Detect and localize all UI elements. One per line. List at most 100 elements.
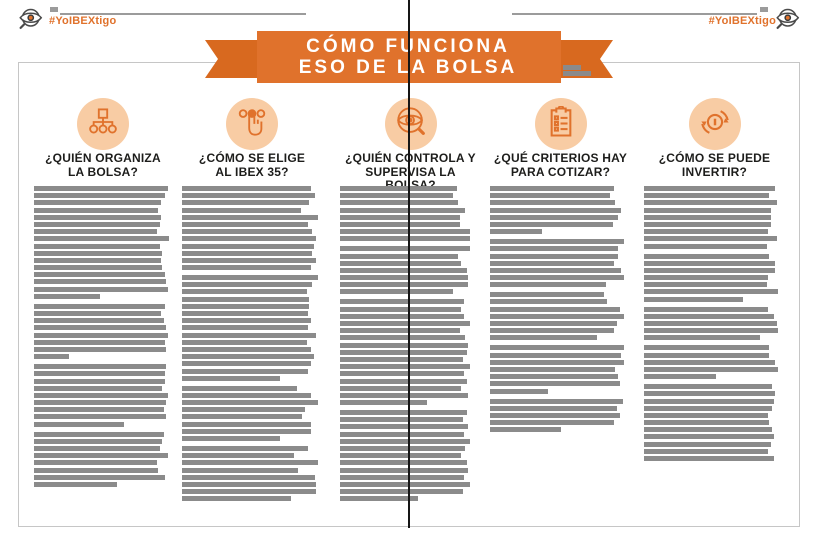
text-line-placeholder [34, 236, 170, 242]
text-line-placeholder [34, 385, 163, 391]
text-line-placeholder [490, 335, 598, 341]
text-line-placeholder [340, 410, 467, 416]
text-line-placeholder [34, 200, 161, 206]
paragraph-placeholder [182, 275, 322, 381]
hashtag-left: #YoIBEXtigo [49, 15, 117, 27]
text-line-placeholder [340, 417, 463, 423]
text-line-placeholder [490, 366, 616, 372]
text-line-placeholder [182, 453, 294, 459]
text-line-placeholder [34, 460, 157, 466]
paragraph-placeholder [644, 345, 785, 380]
text-line-placeholder [644, 328, 778, 334]
column-body-placeholder [34, 186, 172, 492]
text-line-placeholder [34, 311, 161, 316]
text-line-placeholder [490, 221, 613, 227]
text-line-placeholder [490, 193, 610, 199]
text-line-placeholder [34, 474, 166, 480]
text-line-placeholder [490, 260, 615, 266]
text-line-placeholder [34, 221, 160, 227]
text-line-placeholder [644, 352, 770, 358]
text-line-placeholder [34, 431, 164, 437]
column-heading: ¿QUIÉN ORGANIZA LA BOLSA? [45, 151, 161, 179]
text-line-placeholder [490, 405, 617, 411]
text-line-placeholder [34, 293, 101, 299]
text-line-placeholder [644, 313, 774, 319]
org-chart-icon [88, 107, 118, 141]
info-column: ¿QUIÉN ORGANIZA LA BOLSA? [34, 98, 172, 492]
text-line-placeholder [182, 474, 315, 480]
text-line-placeholder [644, 200, 777, 206]
ribbon-credit-bar [563, 65, 581, 70]
text-line-placeholder [34, 332, 168, 338]
text-line-placeholder [644, 456, 774, 461]
text-line-placeholder [34, 354, 69, 360]
text-line-placeholder [490, 275, 624, 281]
text-line-placeholder [34, 250, 163, 256]
info-column: ¿QUÉ CRITERIOS HAY PARA COTIZAR? [490, 98, 631, 437]
column-heading: ¿QUÉ CRITERIOS HAY PARA COTIZAR? [494, 151, 627, 179]
text-line-placeholder [490, 345, 624, 351]
text-line-placeholder [644, 345, 770, 351]
text-line-placeholder [182, 236, 317, 242]
paragraph-placeholder [644, 186, 785, 249]
text-line-placeholder [644, 260, 776, 266]
text-line-placeholder [34, 286, 168, 292]
text-line-placeholder [340, 446, 466, 451]
text-line-placeholder [182, 375, 280, 381]
text-line-placeholder [182, 250, 313, 256]
info-column: ¿QUIÉN CONTROLA Y SUPERVISA LA BOLSA? [340, 98, 481, 506]
text-line-placeholder [490, 186, 615, 191]
text-line-placeholder [182, 207, 301, 213]
text-line-placeholder [182, 446, 308, 451]
column-icon-circle [688, 98, 741, 150]
paragraph-placeholder [182, 186, 322, 271]
text-line-placeholder [340, 342, 469, 348]
text-line-placeholder [340, 335, 466, 341]
text-line-placeholder [644, 398, 774, 404]
paragraph-placeholder [490, 398, 631, 433]
text-line-placeholder [34, 453, 168, 459]
text-line-placeholder [182, 332, 317, 338]
text-line-placeholder [340, 460, 467, 466]
text-line-placeholder [340, 378, 467, 384]
column-heading-line1: ¿QUIÉN ORGANIZA [45, 151, 161, 165]
paragraph-placeholder [490, 239, 631, 288]
text-line-placeholder [340, 306, 462, 312]
text-line-placeholder [490, 388, 548, 394]
text-line-placeholder [340, 229, 470, 235]
column-heading-line1: ¿QUIÉN CONTROLA Y [345, 151, 476, 165]
column-heading-line2: LA BOLSA? [67, 164, 138, 179]
text-line-placeholder [340, 267, 467, 273]
text-line-placeholder [644, 441, 771, 447]
text-line-placeholder [34, 467, 159, 473]
text-line-placeholder [182, 481, 317, 487]
text-line-placeholder [340, 214, 460, 220]
text-line-placeholder [644, 420, 770, 426]
paragraph-placeholder [182, 385, 322, 441]
text-line-placeholder [182, 407, 306, 413]
text-line-placeholder [340, 489, 463, 495]
column-body-placeholder [340, 186, 481, 506]
text-line-placeholder [644, 359, 776, 365]
text-line-placeholder [490, 267, 622, 273]
paragraph-placeholder [340, 410, 481, 502]
text-line-placeholder [182, 214, 318, 220]
text-line-placeholder [182, 257, 317, 263]
text-line-placeholder [644, 306, 769, 312]
text-line-placeholder [644, 427, 773, 433]
text-line-placeholder [490, 239, 624, 245]
text-line-placeholder [34, 438, 163, 444]
text-line-placeholder [644, 207, 771, 213]
text-line-placeholder [34, 303, 166, 309]
text-line-placeholder [340, 364, 470, 370]
column-heading-line1: ¿CÓMO SE ELIGE [198, 151, 306, 165]
text-line-placeholder [644, 296, 743, 302]
header-square-mark [760, 7, 768, 12]
text-line-placeholder [490, 306, 620, 312]
ribbon-credit-bar [563, 71, 591, 76]
text-line-placeholder [182, 311, 308, 316]
text-line-placeholder [644, 275, 769, 281]
paragraph-placeholder [490, 345, 631, 394]
paragraph-placeholder [34, 186, 172, 299]
text-line-placeholder [182, 361, 311, 367]
